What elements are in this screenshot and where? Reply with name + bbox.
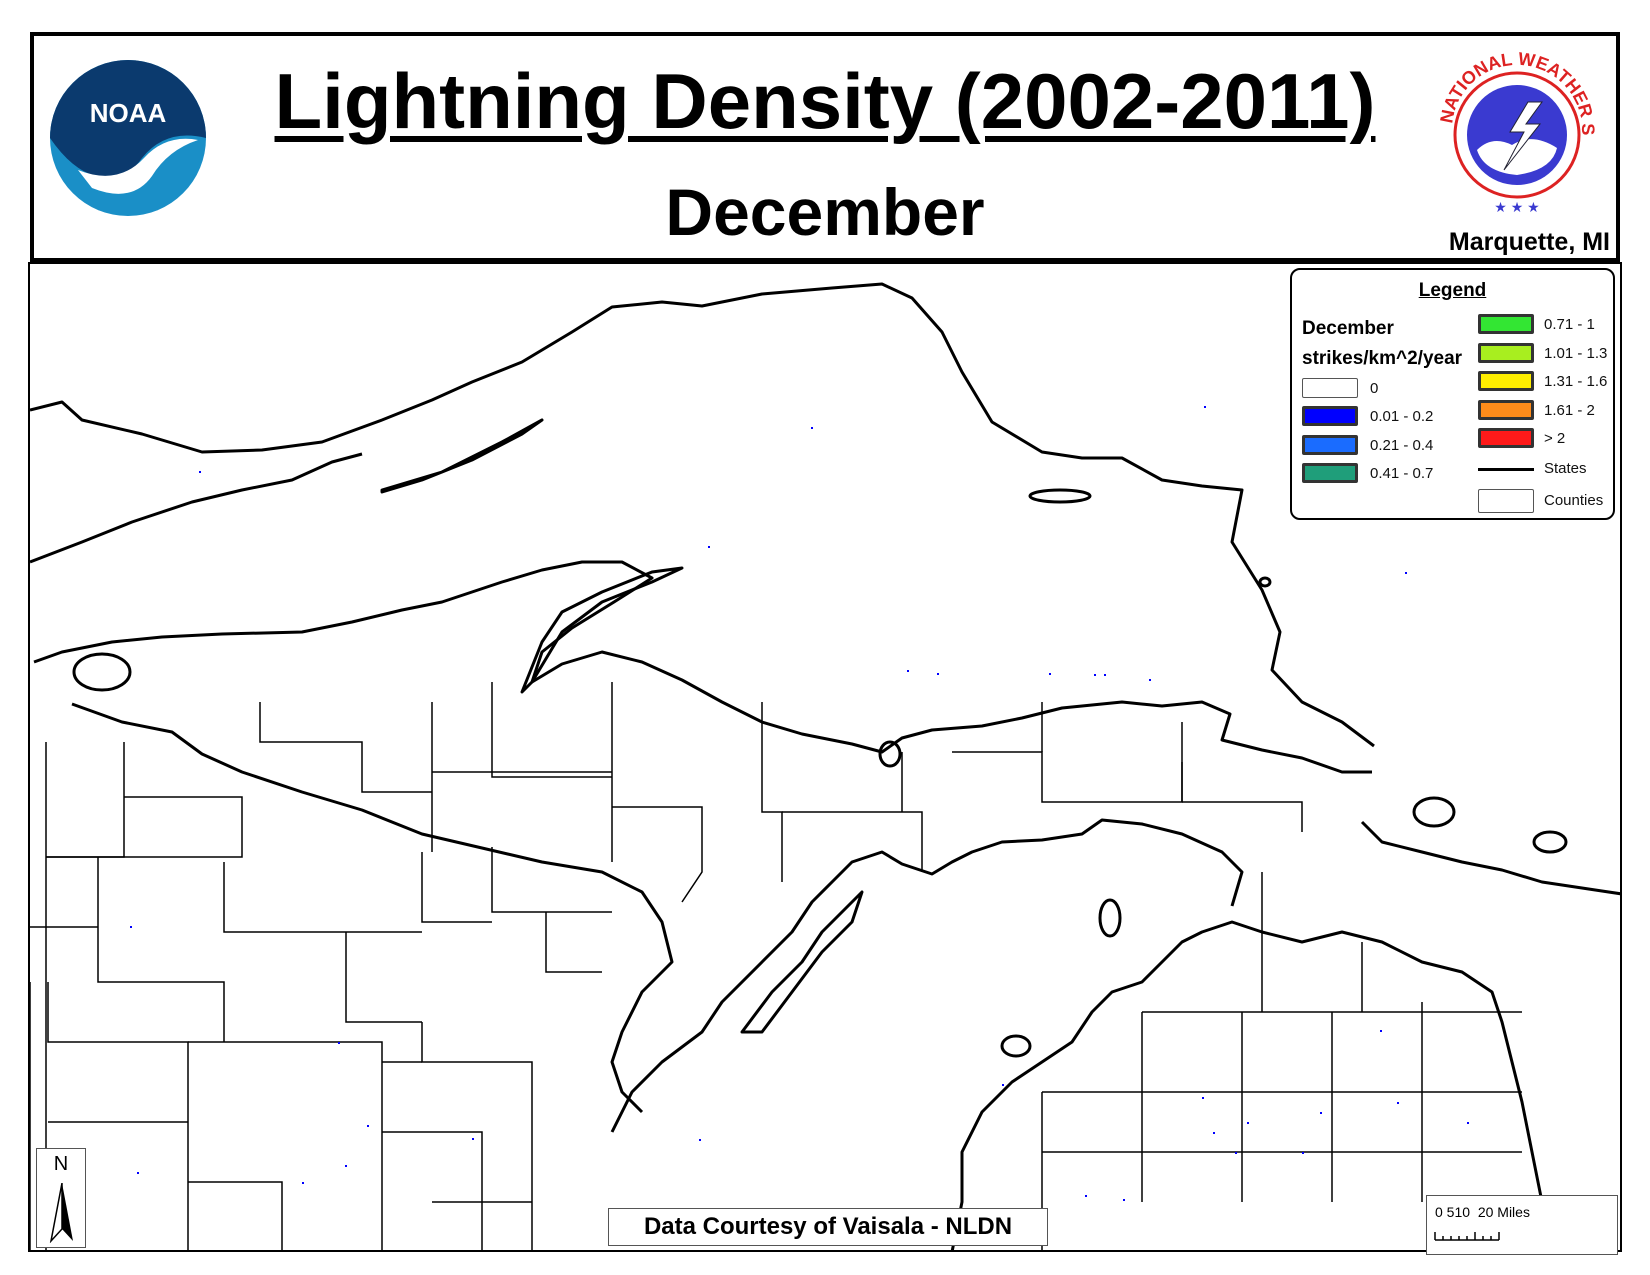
noaa-logo: NOAA [48,58,208,223]
svg-text:★ ★ ★: ★ ★ ★ [1494,199,1539,215]
lake-michigan-west-shore [610,818,1244,1133]
legend-label-8: > 2 [1544,430,1566,447]
lightning-strike-points [130,406,1469,1201]
legend-label-4: 0.71 - 1 [1544,316,1595,333]
map-header: NOAA Lightning Density (2002-2011) Decem… [30,24,1620,262]
county-boundaries [30,682,1522,1250]
legend-month: December [1302,318,1394,339]
lake-superior-north-shore [30,282,1375,748]
keweenaw-peninsula [520,566,684,694]
legend-label-5: 1.01 - 1.3 [1544,345,1608,362]
lake-huron-shore [1360,820,1620,896]
lower-michigan-shore [950,920,1554,1250]
legend-states-label: States [1544,460,1587,477]
legend-swatch-5 [1478,343,1534,363]
map-subtitle: December [665,175,985,249]
legend-label-6: 1.31 - 1.6 [1544,373,1608,390]
legend-swatch-7 [1478,400,1534,420]
legend-label-1: 0.01 - 0.2 [1370,408,1434,425]
legend-counties-label: Counties [1544,492,1604,509]
north-label: N [53,1153,69,1175]
wisconsin-michigan-line [71,702,674,1114]
scale-bar-icon [1434,1232,1500,1241]
legend-units: strikes/km^2/year [1302,348,1463,369]
legend-swatch-8 [1478,428,1534,448]
legend-swatch-2 [1302,435,1358,455]
legend-label-7: 1.61 - 2 [1544,402,1595,419]
north-arrow-icon [49,1183,73,1243]
isle-royale [380,418,544,494]
legend-county-swatch [1478,489,1534,513]
legend-label-3: 0.41 - 0.7 [1370,465,1434,482]
legend-swatch-3 [1302,463,1358,483]
state-boundaries [30,282,1620,1250]
lake-superior-south-shore [33,560,1372,774]
map-title: Lightning Density (2002-2011) [274,57,1376,145]
legend-swatch-1 [1302,406,1358,426]
nws-logo: NATIONAL WEATHER SERVICE ★ ★ ★ [1426,24,1602,225]
data-credit: Data Courtesy of Vaisala - NLDN [608,1208,1048,1246]
door-peninsula [740,890,864,1034]
lightning-density-map [30,282,1620,1250]
legend-label-2: 0.21 - 0.4 [1370,437,1434,454]
legend-label-0: 0 [1370,380,1379,397]
office-label: Marquette, MI [1448,228,1610,256]
legend-state-line [1478,468,1534,471]
scale-bar: 0 510 20 Miles [1426,1195,1618,1255]
legend-swatch-6 [1478,371,1534,391]
north-arrow: N [36,1148,86,1248]
legend-swatch-0 [1302,378,1358,398]
legend-title: Legend [1418,280,1487,301]
svg-text:NOAA: NOAA [90,98,167,128]
legend-swatch-4 [1478,314,1534,334]
legend: Legend December strikes/km^2/year 0 0.01… [1290,268,1615,520]
scale-label: 0 510 20 Miles [1435,1204,1530,1220]
minnesota-shore [30,452,363,564]
